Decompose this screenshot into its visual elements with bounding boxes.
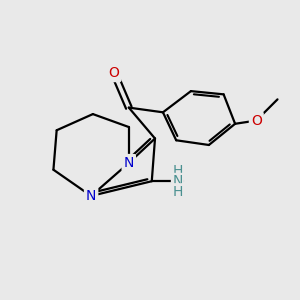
Text: O: O <box>109 66 119 80</box>
Text: N: N <box>86 189 96 203</box>
Text: H: H <box>172 164 183 178</box>
Text: O: O <box>251 114 262 128</box>
Text: H: H <box>172 184 183 199</box>
Text: N: N <box>124 156 134 170</box>
Text: N: N <box>172 174 183 188</box>
